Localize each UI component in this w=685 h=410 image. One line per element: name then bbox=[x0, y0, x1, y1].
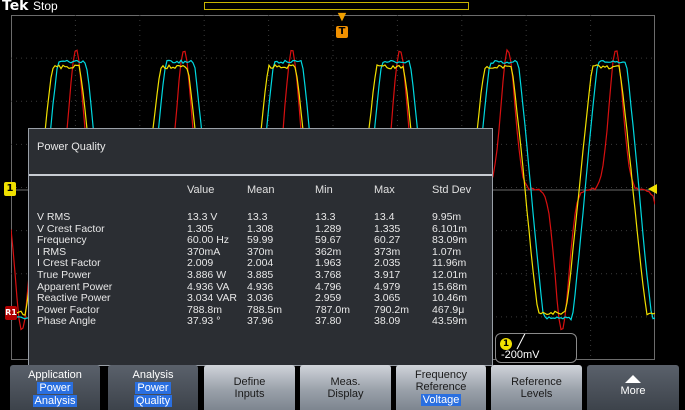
rising-edge-icon: ╱ bbox=[517, 335, 525, 350]
ref-ground-marker[interactable]: R1 bbox=[5, 306, 17, 320]
menu-frequency-reference-button[interactable]: Frequency Reference Voltage bbox=[396, 365, 486, 410]
menu-freq-ref-line1: Frequency bbox=[415, 369, 467, 381]
menu-define-inputs-line1: Define bbox=[234, 376, 266, 388]
cell-std: 12.01m bbox=[432, 270, 467, 282]
cell-min: 13.3 bbox=[315, 212, 335, 224]
panel-title: Power Quality bbox=[37, 141, 105, 153]
menu-ref-levels-line1: Reference bbox=[511, 376, 562, 388]
cell-min: 3.768 bbox=[315, 270, 341, 282]
header-std-dev: Std Dev bbox=[432, 184, 471, 196]
cell-name: V RMS bbox=[37, 212, 70, 224]
trigger-level-icon[interactable] bbox=[648, 184, 657, 194]
cell-std: 9.95m bbox=[432, 212, 461, 224]
header-mean: Mean bbox=[247, 184, 275, 196]
menu-analysis-label: Analysis bbox=[133, 369, 174, 381]
menu-more-button[interactable]: More bbox=[587, 365, 679, 410]
ch1-trigger-readout[interactable]: 1 ╱ -200mV bbox=[495, 333, 577, 363]
record-view-bar bbox=[204, 2, 469, 10]
ch1-ground-marker[interactable]: 1 bbox=[4, 182, 16, 196]
power-quality-panel: Power Quality Value Mean Min Max Std Dev… bbox=[28, 128, 493, 366]
cell-std: 43.59m bbox=[432, 316, 467, 328]
menu-application-sel2: Analysis bbox=[33, 395, 78, 407]
menu-ref-levels-line2: Levels bbox=[521, 388, 553, 400]
cell-value: 37.93 ° bbox=[187, 316, 220, 328]
cell-min: 37.80 bbox=[315, 316, 341, 328]
acquisition-state: Stop bbox=[33, 0, 58, 13]
cell-max: 38.09 bbox=[374, 316, 400, 328]
cell-value: 13.3 V bbox=[187, 212, 217, 224]
menu-more-label: More bbox=[620, 385, 645, 397]
cell-mean: 3.885 bbox=[247, 270, 273, 282]
menu-analysis-button[interactable]: Analysis Power Quality bbox=[108, 365, 198, 410]
menu-application-label: Application bbox=[28, 369, 82, 381]
cell-name: Phase Angle bbox=[37, 316, 96, 328]
menu-analysis-sel2: Quality bbox=[134, 395, 172, 407]
trigger-arrow-icon: ▼ bbox=[336, 10, 348, 22]
up-arrow-icon bbox=[625, 375, 641, 383]
cell-max: 13.4 bbox=[374, 212, 394, 224]
menu-analysis-sel1: Power bbox=[135, 382, 170, 394]
bottom-menu-bar: Application Power Analysis Analysis Powe… bbox=[0, 362, 685, 410]
cell-name: True Power bbox=[37, 270, 91, 282]
menu-define-inputs-line2: Inputs bbox=[235, 388, 265, 400]
header-value: Value bbox=[187, 184, 214, 196]
menu-application-button[interactable]: Application Power Analysis bbox=[10, 365, 100, 410]
header-min: Min bbox=[315, 184, 333, 196]
menu-meas-display-line2: Display bbox=[327, 388, 363, 400]
brand-logo: Tek bbox=[2, 0, 29, 14]
menu-reference-levels-button[interactable]: Reference Levels bbox=[491, 365, 582, 410]
cell-max: 3.917 bbox=[374, 270, 400, 282]
cell-mean: 37.96 bbox=[247, 316, 273, 328]
header-max: Max bbox=[374, 184, 395, 196]
menu-meas-display-line1: Meas. bbox=[331, 376, 361, 388]
trigger-label: T bbox=[336, 26, 348, 38]
menu-define-inputs-button[interactable]: Define Inputs bbox=[204, 365, 295, 410]
menu-meas-display-button[interactable]: Meas. Display bbox=[300, 365, 391, 410]
menu-freq-ref-line2: Reference bbox=[416, 381, 467, 393]
cell-value: 3.886 W bbox=[187, 270, 226, 282]
trigger-level-value: -200mV bbox=[501, 349, 540, 361]
menu-freq-ref-sel: Voltage bbox=[421, 394, 462, 406]
cell-mean: 13.3 bbox=[247, 212, 267, 224]
menu-application-sel1: Power bbox=[37, 382, 72, 394]
trigger-position-marker[interactable]: ▼ T bbox=[336, 10, 348, 38]
panel-divider bbox=[29, 174, 492, 176]
